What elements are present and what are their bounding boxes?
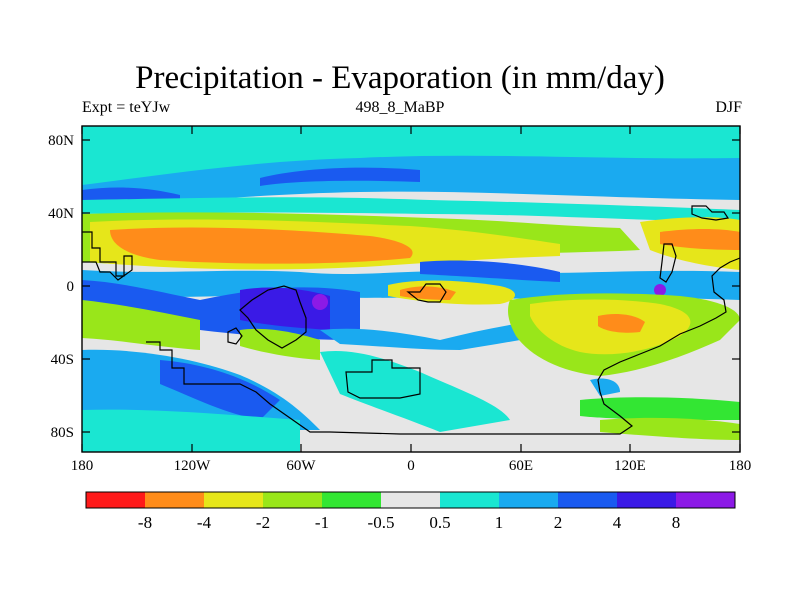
coast-ne-island [691, 205, 730, 221]
colorbar-label-8: 2 [554, 513, 563, 532]
lon-ticks [81, 126, 741, 452]
period-label: 498_8_MaBP [355, 99, 445, 116]
lat-label-40n: 40N [48, 206, 74, 222]
north-storm-core-c [260, 167, 420, 186]
north-dry-core [110, 227, 413, 264]
colorbar-label-7: 1 [495, 513, 504, 532]
colorbar-box-2 [145, 492, 204, 508]
coast-east-peninsula [659, 243, 677, 283]
season-label: DJF [715, 99, 742, 116]
north-cyan-band [82, 197, 740, 222]
south-blue-spot [590, 378, 620, 396]
coast-west-continent [82, 231, 133, 281]
south-polar-cyan [82, 409, 300, 452]
south-green-streak [580, 397, 740, 420]
colorbar-label-6: 0.5 [429, 513, 450, 532]
lat-label-80n: 80N [48, 133, 74, 149]
coast-small-island [227, 327, 243, 345]
colorbar-label-4: -1 [315, 513, 329, 532]
lon-label-60w: 60W [286, 458, 316, 474]
experiment-label: Expt = teYJw [82, 99, 171, 116]
colorbar-box-9 [558, 492, 617, 508]
colorbar-box-1 [86, 492, 145, 508]
lat-label-40s: 40S [51, 352, 74, 368]
wet-band-east [420, 260, 560, 282]
lon-label-180e: 180 [729, 458, 752, 474]
colorbar-box-5 [322, 492, 381, 508]
colorbar-frame [85, 491, 736, 509]
south-dry-core [598, 314, 645, 333]
colorbar-label-3: -2 [256, 513, 270, 532]
south-cyan-lobe [320, 350, 510, 432]
colorbar: -8 -4 -2 -1 -0.5 0.5 1 2 4 8 [85, 491, 736, 532]
wet-max-east [654, 284, 666, 296]
plot-title: Precipitation - Evaporation (in mm/day) [135, 60, 665, 96]
colorbar-box-8 [499, 492, 558, 508]
colorbar-box-6 [381, 492, 440, 508]
colorbar-box-4 [263, 492, 322, 508]
south-wet-west-core [160, 360, 280, 420]
lat-label-0: 0 [67, 279, 75, 295]
south-lightgreen-streak [600, 417, 740, 440]
colorbar-label-2: -4 [197, 513, 212, 532]
lon-label-120e: 120E [614, 458, 646, 474]
pe-field [82, 126, 740, 452]
lon-label-120w: 120W [174, 458, 212, 474]
lat-label-80s: 80S [51, 425, 74, 441]
lon-label-180w: 180 [71, 458, 94, 474]
lon-label-0: 0 [407, 458, 415, 474]
coast-gondwana-south [146, 257, 741, 435]
colorbar-label-1: -8 [138, 513, 152, 532]
wet-tropics-core [240, 287, 330, 330]
coast-equatorial-island [406, 283, 447, 303]
ne-dry-core [660, 229, 740, 250]
colorbar-label-5: -0.5 [368, 513, 395, 532]
colorbar-box-11 [676, 492, 735, 508]
colorbar-label-10: 8 [672, 513, 681, 532]
coast-africa-block [345, 359, 421, 399]
colorbar-box-10 [617, 492, 676, 508]
lon-label-60e: 60E [509, 458, 533, 474]
colorbar-box-3 [204, 492, 263, 508]
coast-s-america-block [239, 285, 307, 349]
colorbar-box-7 [440, 492, 499, 508]
coastlines [82, 205, 741, 435]
sw-green-patch [82, 300, 200, 350]
wet-max-west [312, 294, 328, 310]
colorbar-label-9: 4 [613, 513, 622, 532]
lat-ticks [82, 139, 740, 433]
